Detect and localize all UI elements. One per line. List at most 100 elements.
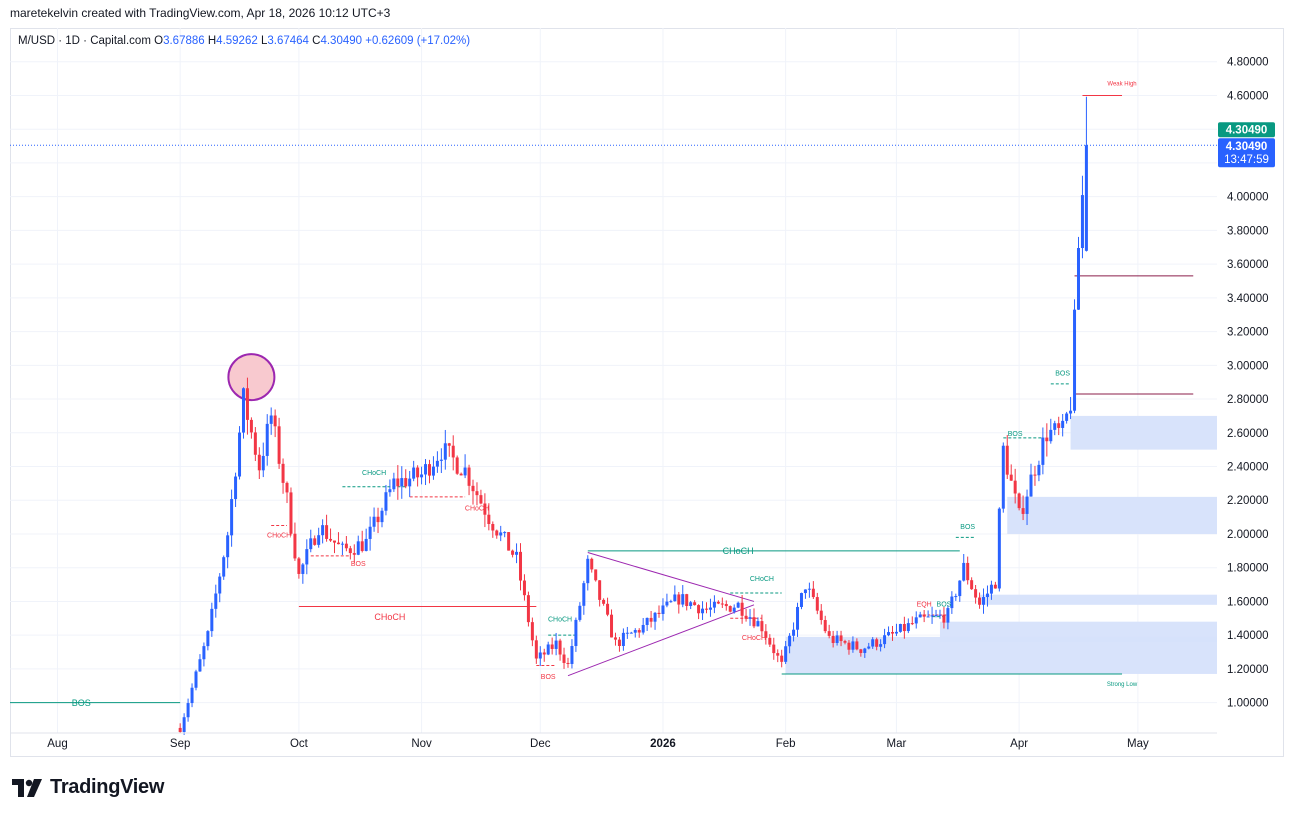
candle-body [606,603,610,615]
candle-body [665,601,669,606]
candle-body [1065,413,1069,421]
candle-body [230,499,234,536]
candle-body [427,464,431,476]
time-tick-label: Aug [47,738,67,750]
time-tick-label: Dec [530,738,551,750]
legend-high-label: H [207,35,217,47]
candle-body [340,543,344,545]
candle-body [1073,309,1077,411]
candle-body [416,467,420,478]
candle-body [669,601,673,603]
annotation-label: BOS [937,602,952,609]
wedge-lower-line [567,604,755,677]
candle-body [1029,474,1033,497]
time-tick-label: Mar [887,738,907,750]
candle-body [582,583,586,606]
candle-body [202,646,206,660]
candle-body [333,540,337,543]
candle-body [190,687,194,704]
candle-body [234,476,238,500]
candle-body [364,538,368,551]
candle-body [511,550,515,555]
candle-body [222,557,226,577]
candle-body [855,641,859,650]
candle-body [633,630,637,633]
legend-symbol: M/USD · 1D · Capital.com [18,35,151,47]
legend-change: +0.62609 (+17.02%) [365,35,471,47]
price-tick-label: 1.60000 [1227,596,1269,608]
countdown-text: 13:47:59 [1224,154,1269,166]
candle-body [198,659,202,672]
price-tick-label: 3.20000 [1227,327,1269,339]
candle-body [962,562,966,581]
candle-body [590,558,594,570]
annotation-label: BOS [72,698,91,708]
candle-body [803,589,807,594]
candle-body [823,620,827,632]
candles [178,96,1088,735]
annotation-label: CHoCH [267,532,291,539]
candle-body [226,535,230,558]
candle-body [376,516,380,523]
candle-body [835,635,839,643]
candle-body [439,459,443,461]
candle-body [455,457,459,474]
candle-body [348,548,352,554]
candle-body [954,596,958,598]
tradingview-logo-text: TradingView [50,776,165,798]
candle-body [424,464,428,475]
legend-low-value: 3.67464 [267,35,309,47]
tradingview-logo[interactable]: TradingView [12,776,164,799]
order-block-zone [785,636,1217,674]
candle-body [1061,420,1065,428]
candle-body [788,635,792,647]
candle-body [926,616,930,618]
last-price-tag-text: 4.30490 [1226,125,1268,137]
candle-body [922,614,926,617]
annotation-label: CHoCH [548,617,572,624]
annotation-label: CHoCH [465,505,489,512]
candle-body [610,614,614,638]
candle-body [819,610,823,621]
candle-body [934,614,938,616]
candle-body [522,580,526,596]
candle-body [712,601,716,608]
annotation-label: CHoCH [742,635,766,642]
candle-body [218,576,222,594]
candle-body [526,595,530,623]
candle-body [776,653,780,656]
candle-body [214,593,218,609]
candle-body [277,426,281,464]
candle-body [566,662,570,664]
candle-body [859,649,863,653]
candle-body [970,580,974,590]
price-tick-label: 4.60000 [1227,90,1269,102]
price-tick-label: 3.80000 [1227,225,1269,237]
candle-body [1025,496,1029,514]
candle-body [772,644,776,654]
candle-body [784,646,788,662]
candle-body [946,608,950,623]
candle-body [1045,437,1049,442]
candle-body [621,632,625,646]
candle-body [487,514,491,525]
candle-body [515,551,519,555]
chart-credit: maretekelvin created with TradingView.co… [10,6,391,20]
annotation-label: CHoCH [362,470,386,477]
highlight-circle [227,353,276,402]
candle-body [265,423,269,456]
candle-body [253,432,257,455]
candle-body [380,510,384,523]
candle-body [309,538,313,550]
candle-body [641,624,645,633]
candle-body [752,617,756,627]
candle-body [875,639,879,647]
candle-body [538,652,542,659]
candle-body [811,588,815,598]
candle-body [827,631,831,636]
candle-body [594,569,598,581]
candle-body [443,443,447,460]
candle-body [313,538,317,545]
candle-body [384,492,388,511]
